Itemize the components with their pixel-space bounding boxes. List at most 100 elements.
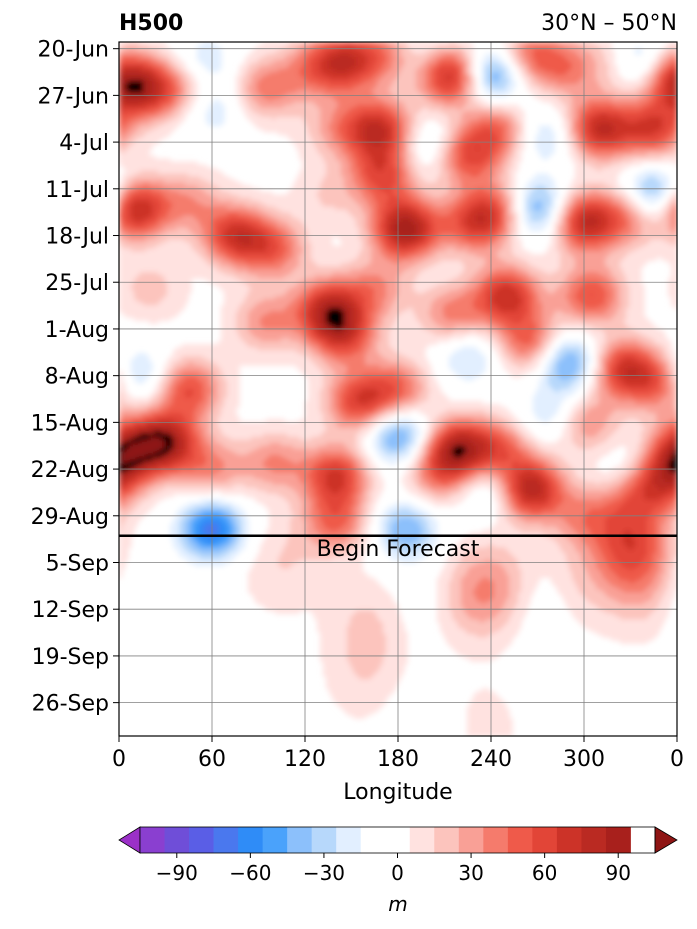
contour-cell — [590, 59, 594, 64]
contour-cell — [365, 59, 369, 64]
contour-cell — [302, 59, 306, 64]
contour-cell — [449, 68, 453, 73]
contour-cell — [593, 50, 597, 55]
contour-cell — [428, 42, 432, 46]
contour-cell — [491, 53, 495, 58]
contour-cell — [410, 56, 414, 61]
contour-cell — [470, 44, 474, 49]
contour-cell — [131, 68, 135, 73]
contour-cell — [380, 44, 384, 49]
contour-cell — [518, 42, 522, 46]
contour-cell — [659, 59, 663, 64]
contour-cell — [662, 68, 666, 73]
contour-cell — [416, 44, 420, 49]
contour-cell — [269, 68, 273, 73]
contour-cell — [671, 42, 675, 46]
contour-cell — [314, 53, 318, 58]
contour-cell — [647, 68, 651, 73]
contour-cell — [425, 62, 429, 67]
contour-cell — [326, 47, 330, 52]
contour-cell — [362, 68, 366, 73]
contour-cell — [422, 47, 426, 52]
contour-cell — [455, 62, 459, 67]
contour-cell — [281, 56, 285, 61]
contour-cell — [563, 68, 567, 73]
contour-cell — [557, 50, 561, 55]
contour-cell — [335, 62, 339, 67]
contour-cell — [605, 53, 609, 58]
contour-cell — [155, 65, 159, 70]
contour-cell — [347, 47, 351, 52]
contour-cell — [326, 44, 330, 49]
contour-cell — [443, 42, 447, 46]
contour-cell — [308, 62, 312, 67]
contour-cell — [578, 50, 582, 55]
contour-cell — [380, 62, 384, 67]
contour-cell — [464, 44, 468, 49]
contour-cell — [263, 50, 267, 55]
contour-cell — [215, 62, 219, 67]
contour-cell — [371, 68, 375, 73]
contour-cell — [299, 59, 303, 64]
contour-cell — [122, 56, 126, 61]
contour-cell — [536, 47, 540, 52]
contour-cell — [605, 65, 609, 70]
contour-cell — [581, 68, 585, 73]
contour-cell — [539, 65, 543, 70]
contour-cell — [437, 68, 441, 73]
contour-cell — [365, 44, 369, 49]
contour-cell — [359, 50, 363, 55]
contour-cell — [200, 53, 204, 58]
contour-cell — [545, 50, 549, 55]
contour-cell — [140, 47, 144, 52]
contour-cell — [320, 50, 324, 55]
contour-cell — [347, 65, 351, 70]
contour-cell — [572, 62, 576, 67]
contour-cell — [146, 65, 150, 70]
contour-cell — [425, 68, 429, 73]
contour-cell — [569, 56, 573, 61]
contour-cell — [257, 62, 261, 67]
contour-cell — [149, 42, 153, 46]
contour-cell — [665, 68, 669, 73]
contour-cell — [587, 50, 591, 55]
contour-cell — [587, 59, 591, 64]
contour-cell — [119, 68, 123, 73]
contour-cell — [572, 42, 576, 46]
contour-cell — [323, 56, 327, 61]
contour-cell — [428, 44, 432, 49]
contour-cell — [140, 44, 144, 49]
contour-cell — [260, 62, 264, 67]
contour-cell — [296, 71, 300, 76]
contour-cell — [593, 68, 597, 73]
contour-cell — [290, 53, 294, 58]
contour-cell — [665, 50, 669, 55]
contour-cell — [152, 44, 156, 49]
contour-cell — [323, 42, 327, 46]
contour-cell — [269, 47, 273, 52]
contour-cell — [590, 47, 594, 52]
contour-cell — [560, 50, 564, 55]
contour-cell — [638, 50, 642, 55]
contour-cell — [554, 44, 558, 49]
contour-cell — [344, 68, 348, 73]
contour-cell — [131, 71, 135, 76]
contour-cell — [635, 47, 639, 52]
contour-cell — [266, 68, 270, 73]
contour-cell — [593, 42, 597, 46]
contour-cell — [317, 65, 321, 70]
contour-cell — [521, 56, 525, 61]
contour-cell — [197, 44, 201, 49]
contour-cell — [602, 42, 606, 46]
contour-cell — [146, 53, 150, 58]
contour-cell — [509, 47, 513, 52]
contour-cell — [365, 68, 369, 73]
contour-cell — [284, 50, 288, 55]
contour-cell — [428, 50, 432, 55]
contour-cell — [542, 65, 546, 70]
contour-cell — [245, 68, 249, 73]
contour-cell — [404, 50, 408, 55]
contour-cell — [398, 47, 402, 52]
contour-cell — [557, 59, 561, 64]
contour-cell — [257, 47, 261, 52]
